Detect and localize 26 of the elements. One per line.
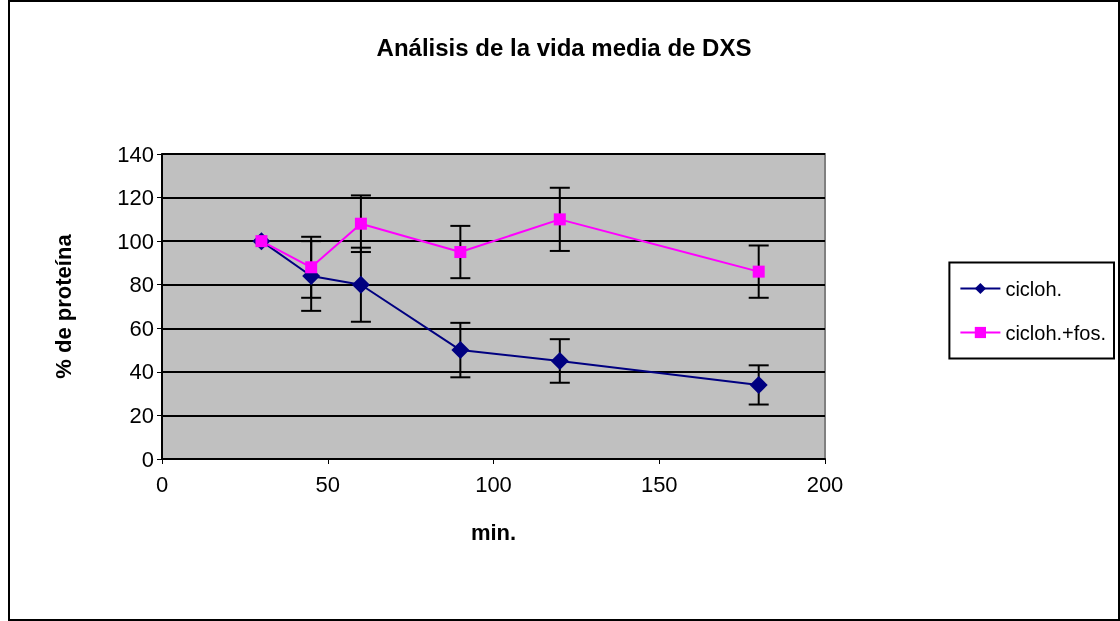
point xyxy=(749,375,768,394)
x-tick-label: 50 xyxy=(315,471,340,497)
y-tick-label: 120 xyxy=(117,185,154,211)
y-tick-label: 100 xyxy=(117,228,154,254)
chart-title: Análisis de la vida media de DXS xyxy=(376,33,752,61)
point xyxy=(553,213,566,226)
point xyxy=(454,246,467,259)
x-tick-label: 200 xyxy=(806,471,844,497)
legend-label: cicloh. xyxy=(1005,277,1063,300)
x-tick-label: 150 xyxy=(640,471,678,497)
x-axis-title: min. xyxy=(470,519,517,545)
point xyxy=(305,261,318,274)
y-tick-label: 140 xyxy=(117,141,154,167)
point xyxy=(752,265,765,278)
point xyxy=(550,351,569,370)
point xyxy=(351,275,370,294)
point xyxy=(451,341,470,360)
y-tick-label: 20 xyxy=(129,402,154,428)
y-tick-label: 80 xyxy=(129,272,154,298)
y-tick-label: 0 xyxy=(141,446,154,472)
y-tick-label: 40 xyxy=(129,359,154,385)
point xyxy=(354,217,367,230)
legend-label: cicloh.+fos. xyxy=(1005,321,1106,344)
x-tick-label: 100 xyxy=(475,471,512,497)
y-axis-title: % de proteína xyxy=(50,233,76,379)
y-tick-label: 60 xyxy=(129,315,154,341)
